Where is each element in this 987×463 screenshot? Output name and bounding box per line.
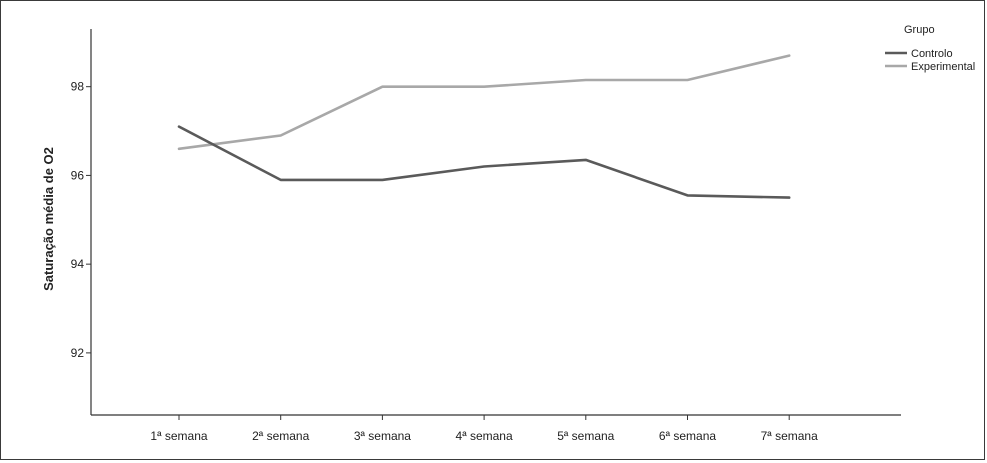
- series-lines: [177, 54, 791, 199]
- x-tick-label: 6ª semana: [659, 429, 716, 443]
- legend-title: Grupo: [904, 24, 935, 36]
- x-tick-label: 7ª semana: [761, 429, 818, 443]
- axes: 92 94 96 98 1ª semana 2ª semana 3ª semana 4ª se…: [71, 29, 901, 443]
- legend-label-controlo: Controlo: [911, 48, 953, 60]
- x-tick-label: 5ª semana: [557, 429, 614, 443]
- x-tick-label: 1ª semana: [150, 429, 207, 443]
- x-tick-label: 4ª semana: [456, 429, 513, 443]
- series-line-controlo: [177, 125, 791, 199]
- legend-label-experimental: Experimental: [911, 61, 975, 73]
- y-tick-label: 96: [71, 168, 85, 182]
- y-axis-label: Saturação média de O2: [41, 147, 56, 291]
- y-tick-label: 98: [71, 80, 85, 94]
- x-tick-label: 2ª semana: [252, 429, 309, 443]
- x-tick-label: 3ª semana: [354, 429, 411, 443]
- y-tick-label: 94: [71, 257, 85, 271]
- series-line-experimental: [177, 54, 791, 151]
- y-tick-label: 92: [71, 346, 85, 360]
